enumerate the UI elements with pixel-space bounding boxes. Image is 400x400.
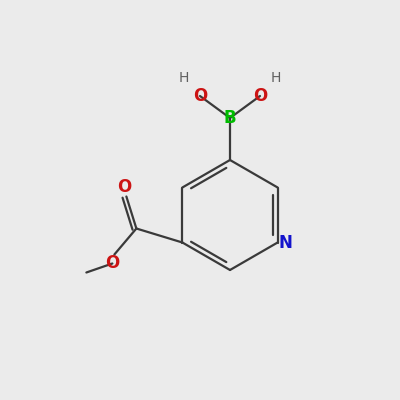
Text: O: O <box>253 87 267 105</box>
Text: O: O <box>193 87 207 105</box>
Text: O: O <box>105 254 120 272</box>
Text: O: O <box>117 178 132 196</box>
Text: H: H <box>271 71 281 85</box>
Text: H: H <box>179 71 189 85</box>
Text: N: N <box>279 234 292 252</box>
Text: B: B <box>224 109 236 127</box>
